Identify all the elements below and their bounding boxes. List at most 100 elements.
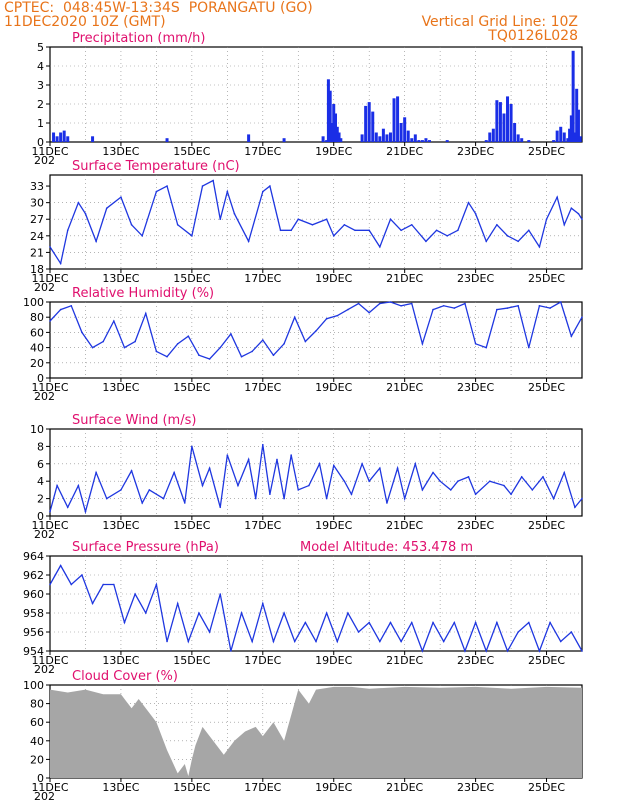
- data-point: [279, 229, 282, 232]
- data-point: [325, 497, 328, 500]
- y-tick-label: 0: [37, 772, 44, 785]
- data-point: [410, 621, 413, 624]
- x-tick-label: 25DEC: [528, 145, 565, 158]
- data-point: [396, 467, 399, 469]
- data-point: [552, 497, 555, 500]
- series-line-3: [49, 444, 583, 515]
- data-point: [325, 612, 328, 614]
- x-tick-label: 25DEC: [528, 519, 565, 532]
- precip-bar: [491, 128, 495, 142]
- x-tick-label: 15DEC: [173, 381, 210, 394]
- data-point: [272, 640, 275, 643]
- data-point: [581, 650, 583, 652]
- data-point: [442, 305, 445, 307]
- data-point: [95, 240, 97, 243]
- data-point: [293, 640, 296, 643]
- y-tick-label: 30: [30, 197, 44, 210]
- data-point: [269, 493, 271, 496]
- data-point: [517, 305, 519, 307]
- x-tick-label: 19DEC: [315, 145, 352, 158]
- data-point: [581, 497, 583, 500]
- data-point: [208, 358, 211, 360]
- precip-bar: [325, 140, 329, 142]
- data-point: [262, 443, 264, 446]
- data-point: [453, 307, 456, 309]
- data-point: [59, 308, 62, 311]
- data-point: [102, 583, 104, 586]
- precip-bar: [364, 105, 368, 142]
- data-point: [293, 316, 296, 319]
- y-tick-label: 8: [37, 440, 44, 453]
- data-point: [485, 650, 488, 652]
- precip-bar: [388, 132, 392, 142]
- x-tick-label: 15DEC: [173, 145, 210, 158]
- precip-bar: [498, 102, 502, 142]
- data-point: [421, 343, 424, 345]
- y-tick-label: 40: [30, 342, 44, 355]
- data-point: [198, 612, 200, 614]
- data-point: [357, 302, 360, 305]
- precip-bar: [555, 130, 559, 142]
- panel-frame-2: [49, 301, 583, 379]
- x-tick-label: 17DEC: [244, 781, 281, 794]
- data-point: [187, 335, 190, 338]
- data-point: [123, 346, 126, 349]
- data-point: [49, 583, 51, 586]
- data-point: [219, 218, 222, 221]
- data-point: [315, 330, 317, 332]
- data-point: [389, 218, 392, 221]
- data-point: [283, 497, 285, 500]
- data-point: [155, 583, 158, 586]
- precip-bar: [326, 79, 330, 142]
- data-point: [517, 631, 519, 633]
- data-point: [130, 469, 133, 472]
- year-label: 202: [34, 528, 55, 541]
- data-point: [464, 302, 466, 305]
- data-point: [559, 640, 562, 643]
- data-point: [474, 212, 477, 215]
- data-point: [162, 497, 165, 500]
- precip-bar: [417, 140, 421, 142]
- data-point: [155, 190, 158, 193]
- data-point: [559, 301, 562, 303]
- x-tick-label: 11DEC: [31, 519, 68, 532]
- precip-bar: [339, 138, 343, 142]
- data-point: [503, 484, 505, 487]
- data-point: [414, 463, 417, 465]
- cloud-area: [50, 686, 582, 778]
- x-tick-label: 23DEC: [457, 519, 494, 532]
- precip-bar: [571, 50, 575, 142]
- y-tick-label: 2: [37, 493, 44, 506]
- precip-bar: [527, 140, 531, 142]
- x-tick-label: 19DEC: [315, 519, 352, 532]
- data-point: [446, 235, 449, 237]
- data-point: [538, 305, 541, 307]
- x-tick-label: 15DEC: [173, 781, 210, 794]
- data-point: [528, 346, 530, 349]
- x-tick-label: 23DEC: [457, 272, 494, 285]
- panel-frame-4: [49, 555, 583, 652]
- precip-bar: [55, 136, 59, 142]
- panel-annotation: Model Altitude: 453.478 m: [300, 540, 473, 555]
- x-tick-label: 21DEC: [386, 272, 423, 285]
- data-point: [531, 489, 534, 491]
- data-point: [496, 223, 498, 226]
- data-point: [496, 621, 498, 624]
- precip-bar: [424, 138, 428, 142]
- data-point: [439, 480, 441, 483]
- series-line-4: [49, 564, 583, 653]
- year-label: 202: [34, 154, 55, 167]
- data-point: [432, 621, 434, 624]
- data-point: [332, 464, 335, 467]
- precip-bar: [165, 138, 169, 142]
- panel-title-5: Cloud Cover (%): [72, 669, 178, 684]
- precip-bar: [413, 134, 417, 142]
- data-point: [91, 602, 94, 605]
- data-point: [166, 185, 168, 187]
- data-point: [343, 480, 346, 483]
- x-tick-label: 21DEC: [386, 381, 423, 394]
- panel-title-2: Relative Humidity (%): [72, 286, 214, 301]
- x-tick-label: 13DEC: [102, 272, 139, 285]
- year-label: 202: [34, 790, 55, 800]
